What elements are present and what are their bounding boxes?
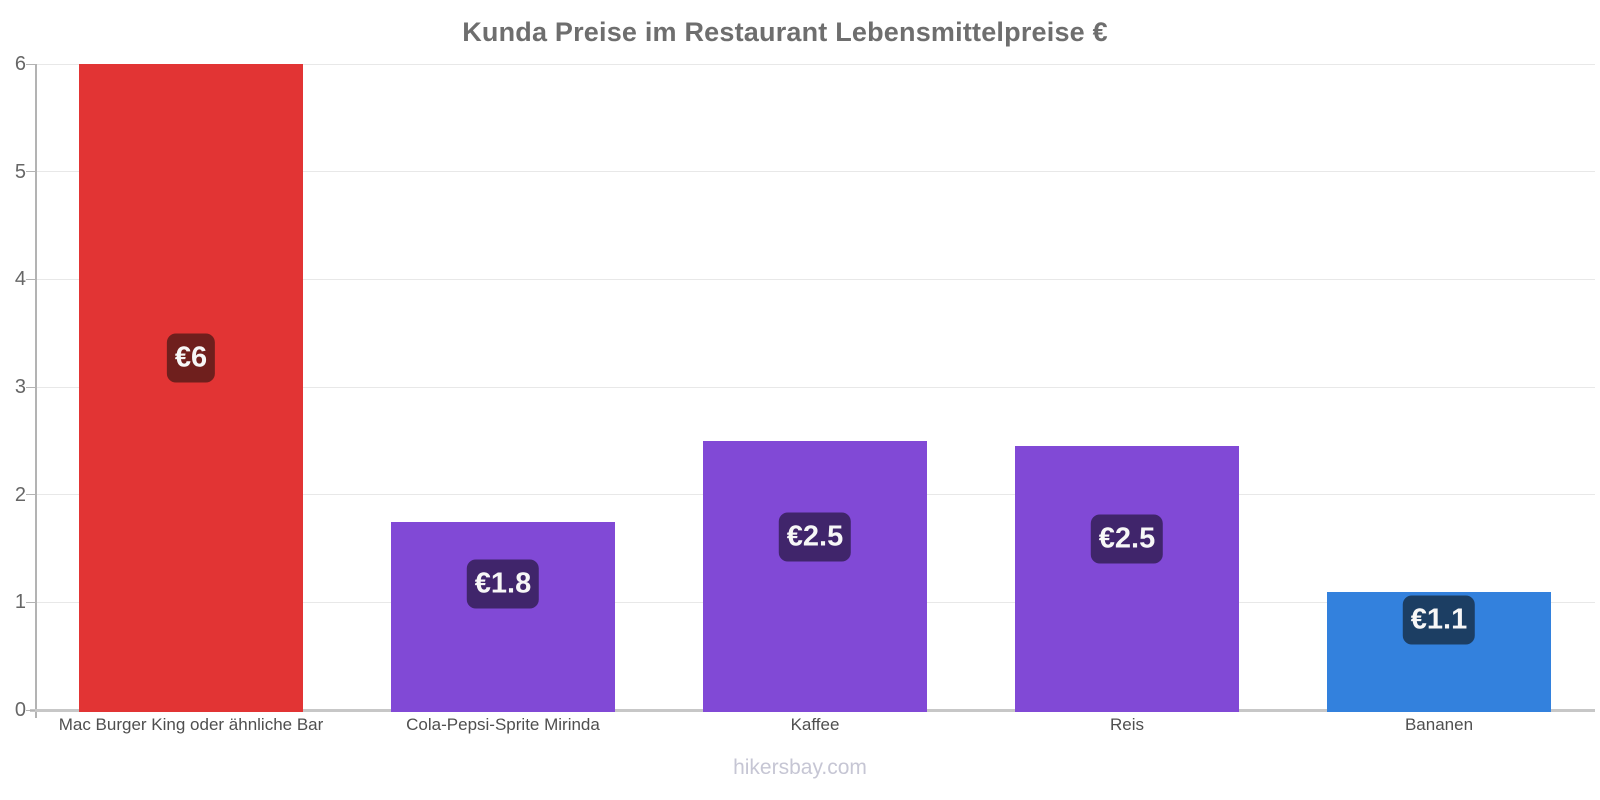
category-label: Bananen [1404,715,1474,734]
bar [391,521,615,712]
bar-value-badge: €2.5 [778,512,852,562]
bar [1015,446,1239,712]
y-tick-label: 2 [14,483,26,506]
bar [79,64,303,712]
gridline [35,63,1595,65]
y-tick-mark [26,709,35,711]
bar-value-badge: €1.1 [1402,595,1476,645]
y-tick-label: 1 [14,591,26,614]
chart-title: Kunda Preise im Restaurant Lebensmittelp… [462,17,1108,47]
y-tick-mark [26,278,35,280]
bar-value-badge: €6 [166,333,216,383]
category-label: Kaffee [790,715,840,734]
y-tick-label: 4 [14,268,26,291]
category-label: Mac Burger King oder ähnliche Bar [58,715,324,734]
y-tick-mark [26,386,35,388]
watermark: hikersbay.com [733,756,867,779]
bar-value-badge: €2.5 [1090,514,1164,564]
y-axis-line [35,64,37,718]
y-tick-mark [26,601,35,603]
category-label: Cola-Pepsi-Sprite Mirinda [406,715,600,734]
bar-value-badge: €1.8 [466,559,540,609]
category-label: Reis [1109,715,1144,734]
y-tick-label: 6 [14,53,26,75]
y-tick-label: 3 [14,376,26,398]
y-tick-mark [26,494,35,496]
y-tick-mark [26,63,35,65]
bar [703,440,927,712]
y-tick-mark [26,171,35,173]
y-tick-label: 5 [14,160,26,183]
gridline [35,386,1595,388]
gridline [35,278,1595,280]
y-tick-label: 0 [14,699,26,721]
gridline [35,171,1595,173]
